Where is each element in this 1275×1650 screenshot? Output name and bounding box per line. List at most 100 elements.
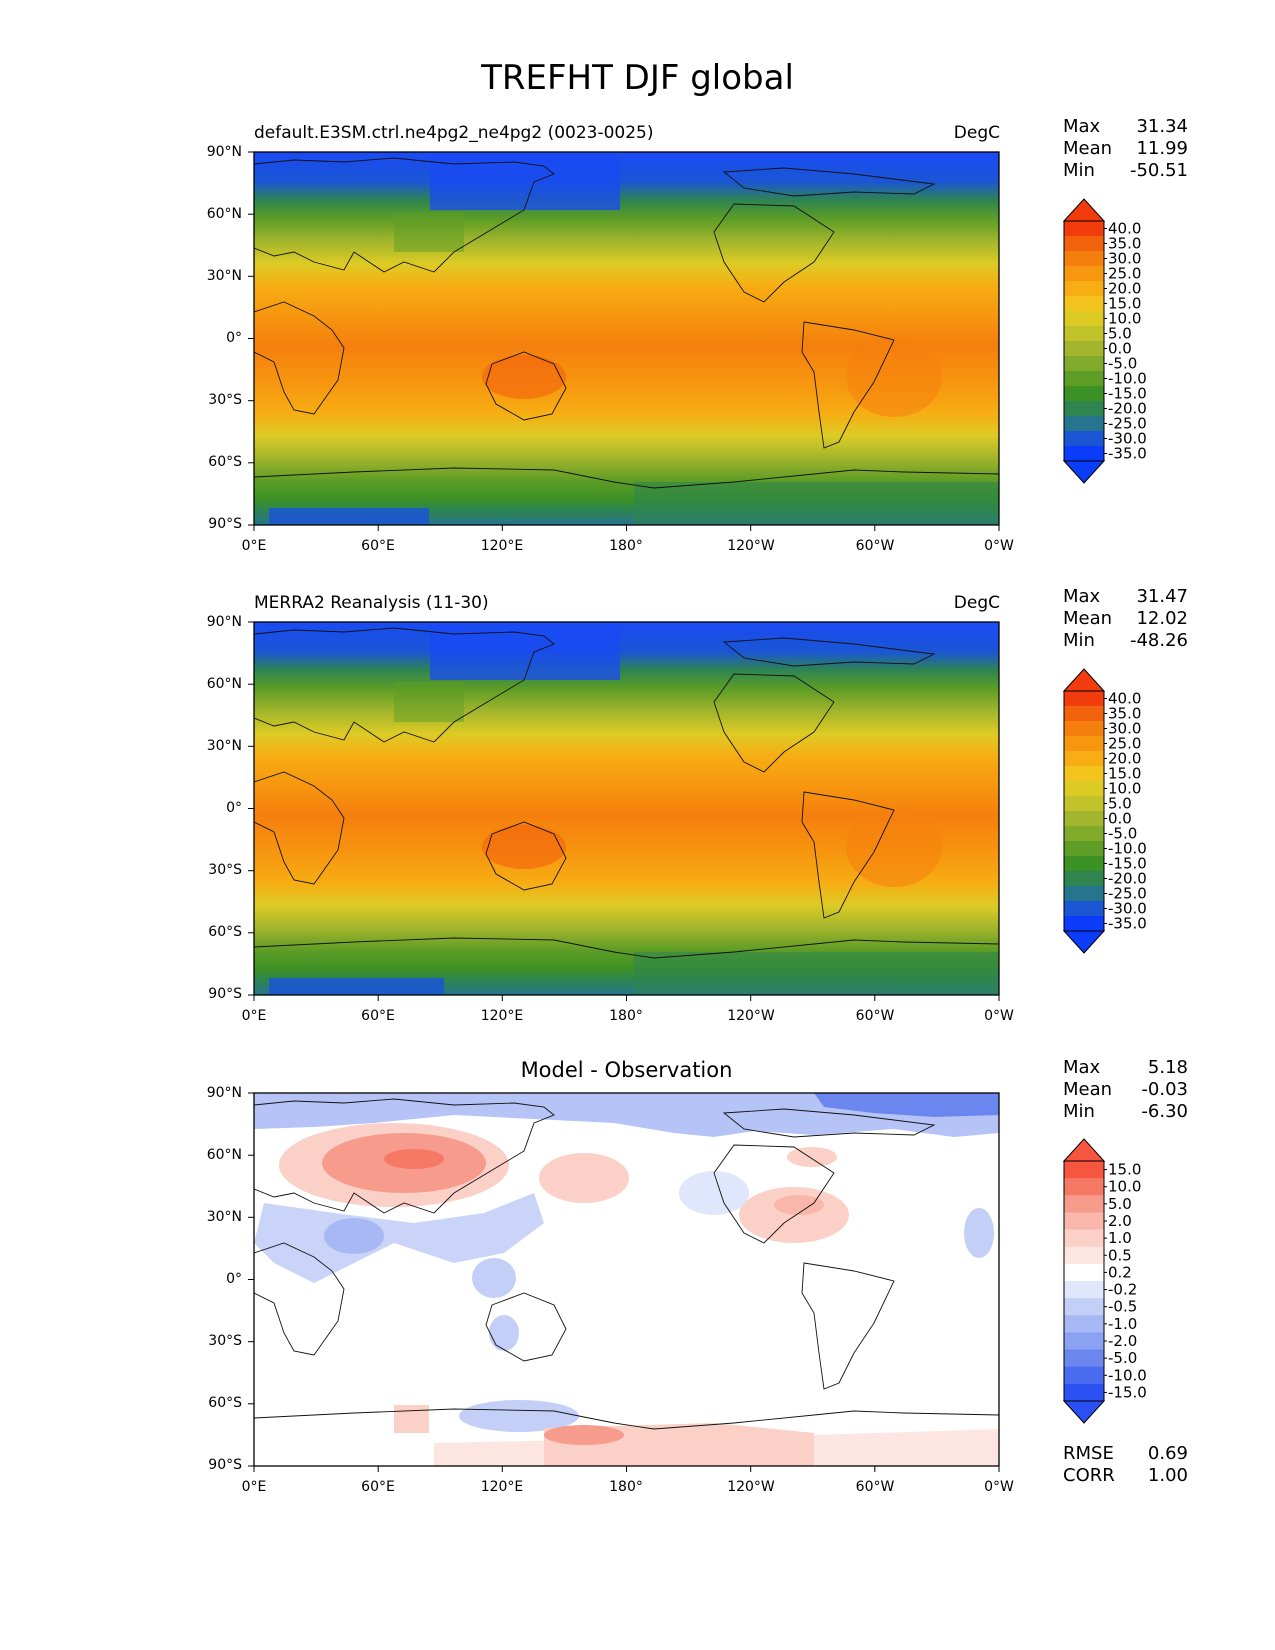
y-tick-label: 30°N: [206, 738, 242, 754]
x-tick-label: 120°W: [727, 1479, 775, 1495]
colorbar-segment: [1064, 356, 1104, 372]
colorbar-tick-label: 5.0: [1108, 325, 1132, 343]
colorbar-segment: [1064, 326, 1104, 342]
colorbar-segment: [1064, 751, 1104, 767]
colorbar: 40.035.030.025.020.015.010.05.00.0-5.0-1…: [1062, 668, 1147, 954]
colorbar-tick-label: 0.0: [1108, 340, 1132, 358]
colorbar-segment: [1064, 871, 1104, 887]
stats-block: Max 31.47 Mean 12.02 Min -48.26: [1063, 586, 1188, 651]
colorbar-tick-label: 40.0: [1108, 220, 1141, 238]
colorbar-tick-label: 0.2: [1108, 1263, 1132, 1281]
x-tick-label: 180°: [609, 1479, 643, 1495]
colorbar-segment: [1064, 721, 1104, 737]
colorbar-segment: [1064, 781, 1104, 797]
x-tick-label: 180°: [609, 538, 643, 554]
y-tick-label: 30°S: [208, 1333, 242, 1349]
colorbar-frame: [1063, 690, 1105, 932]
colorbar-tick-label: -1.0: [1108, 1315, 1137, 1333]
x-tick-label: 0°E: [241, 1008, 267, 1024]
colorbar-segment: [1064, 1315, 1104, 1333]
colorbar-tick-label: 15.0: [1108, 1161, 1141, 1179]
colorbar-segment: [1064, 1195, 1104, 1213]
y-tick-label: 60°S: [208, 454, 242, 470]
map-plot: [248, 621, 1000, 1001]
colorbar-segment: [1064, 266, 1104, 282]
y-tick-label: 60°S: [208, 924, 242, 940]
panel-title: MERRA2 Reanalysis (11-30): [254, 593, 489, 613]
colorbar-extend-bottom: [1062, 460, 1106, 484]
x-tick-label: 60°W: [855, 1008, 895, 1024]
y-tick-label: 90°S: [208, 516, 242, 532]
colorbar-segment: [1064, 886, 1104, 902]
colorbar-tick-label: -10.0: [1108, 1366, 1147, 1384]
x-tick-label: 180°: [609, 1008, 643, 1024]
x-tick-label: 0°W: [984, 538, 1014, 554]
colorbar-tick-label: 2.0: [1108, 1212, 1132, 1230]
colorbar-segment: [1064, 431, 1104, 447]
y-tick-label: 0°: [226, 330, 242, 346]
colorbar-tick-label: -10.0: [1108, 840, 1147, 858]
x-tick-label: 120°E: [480, 1479, 524, 1495]
colorbar-tick-label: -5.0: [1108, 355, 1137, 373]
panel-title: Model - Observation: [520, 1058, 733, 1082]
map-plot: [248, 1092, 1000, 1472]
colorbar-tick-label: 1.0: [1108, 1229, 1132, 1247]
colorbar-tick-label: 30.0: [1108, 250, 1141, 268]
colorbar-segment: [1064, 706, 1104, 722]
y-tick-label: 60°N: [206, 676, 242, 692]
colorbar-segment: [1064, 311, 1104, 327]
colorbar-segment: [1064, 766, 1104, 782]
colorbar-segment: [1064, 841, 1104, 857]
figure-title: TREFHT DJF global: [481, 58, 794, 98]
colorbar-segment: [1064, 736, 1104, 752]
colorbar-tick-label: 5.0: [1108, 1195, 1132, 1213]
colorbar-tick-label: -30.0: [1108, 430, 1147, 448]
colorbar-tick-label: 15.0: [1108, 295, 1141, 313]
y-tick-label: 60°N: [206, 206, 242, 222]
colorbar-segment: [1064, 281, 1104, 297]
y-tick-label: 60°N: [206, 1147, 242, 1163]
colorbar-extend-top: [1062, 1138, 1106, 1162]
y-tick-label: 90°N: [206, 614, 242, 630]
colorbar-tick-label: -25.0: [1108, 415, 1147, 433]
colorbar-tick-label: -25.0: [1108, 885, 1147, 903]
y-tick-label: 30°S: [208, 392, 242, 408]
colorbar-segment: [1064, 856, 1104, 872]
colorbar-segment: [1064, 1246, 1104, 1265]
colorbar-frame: [1063, 1160, 1105, 1402]
y-tick-label: 30°S: [208, 862, 242, 878]
colorbar-tick-label: -10.0: [1108, 370, 1147, 388]
colorbar: 40.035.030.025.020.015.010.05.00.0-5.0-1…: [1062, 198, 1147, 484]
colorbar-segment: [1064, 1366, 1104, 1385]
colorbar-tick-label: 10.0: [1108, 1178, 1141, 1196]
colorbar-segment: [1064, 1349, 1104, 1368]
y-tick-label: 30°N: [206, 1209, 242, 1225]
colorbar-segment: [1064, 251, 1104, 267]
x-tick-label: 120°E: [480, 538, 524, 554]
colorbar-segment: [1064, 386, 1104, 402]
x-tick-label: 60°E: [361, 1479, 395, 1495]
y-tick-label: 90°N: [206, 1085, 242, 1101]
colorbar-tick-label: 0.5: [1108, 1246, 1132, 1264]
colorbar-segment: [1064, 1263, 1104, 1282]
colorbar-segment: [1064, 296, 1104, 312]
stats-block: Max 31.34 Mean 11.99 Min -50.51: [1063, 116, 1188, 181]
colorbar-segment: [1064, 236, 1104, 252]
colorbar-tick-label: -20.0: [1108, 870, 1147, 888]
y-tick-label: 0°: [226, 1271, 242, 1287]
colorbar-segment: [1064, 446, 1104, 462]
stats-block: Max 5.18 Mean -0.03 Min -6.30: [1063, 1057, 1188, 1122]
colorbar-tick-label: 15.0: [1108, 765, 1141, 783]
error-stats-block: RMSE 0.69 CORR 1.00: [1063, 1443, 1188, 1486]
colorbar-tick-label: -0.2: [1108, 1281, 1137, 1299]
colorbar-segment: [1064, 1212, 1104, 1231]
x-tick-label: 0°E: [241, 538, 267, 554]
colorbar-tick-label: 40.0: [1108, 690, 1141, 708]
y-tick-label: 60°S: [208, 1395, 242, 1411]
colorbar-frame: [1063, 220, 1105, 462]
colorbar-tick-label: 25.0: [1108, 735, 1141, 753]
x-tick-label: 60°W: [855, 1479, 895, 1495]
y-tick-label: 0°: [226, 800, 242, 816]
colorbar-extend-bottom: [1062, 1400, 1106, 1424]
colorbar-tick-label: -15.0: [1108, 385, 1147, 403]
